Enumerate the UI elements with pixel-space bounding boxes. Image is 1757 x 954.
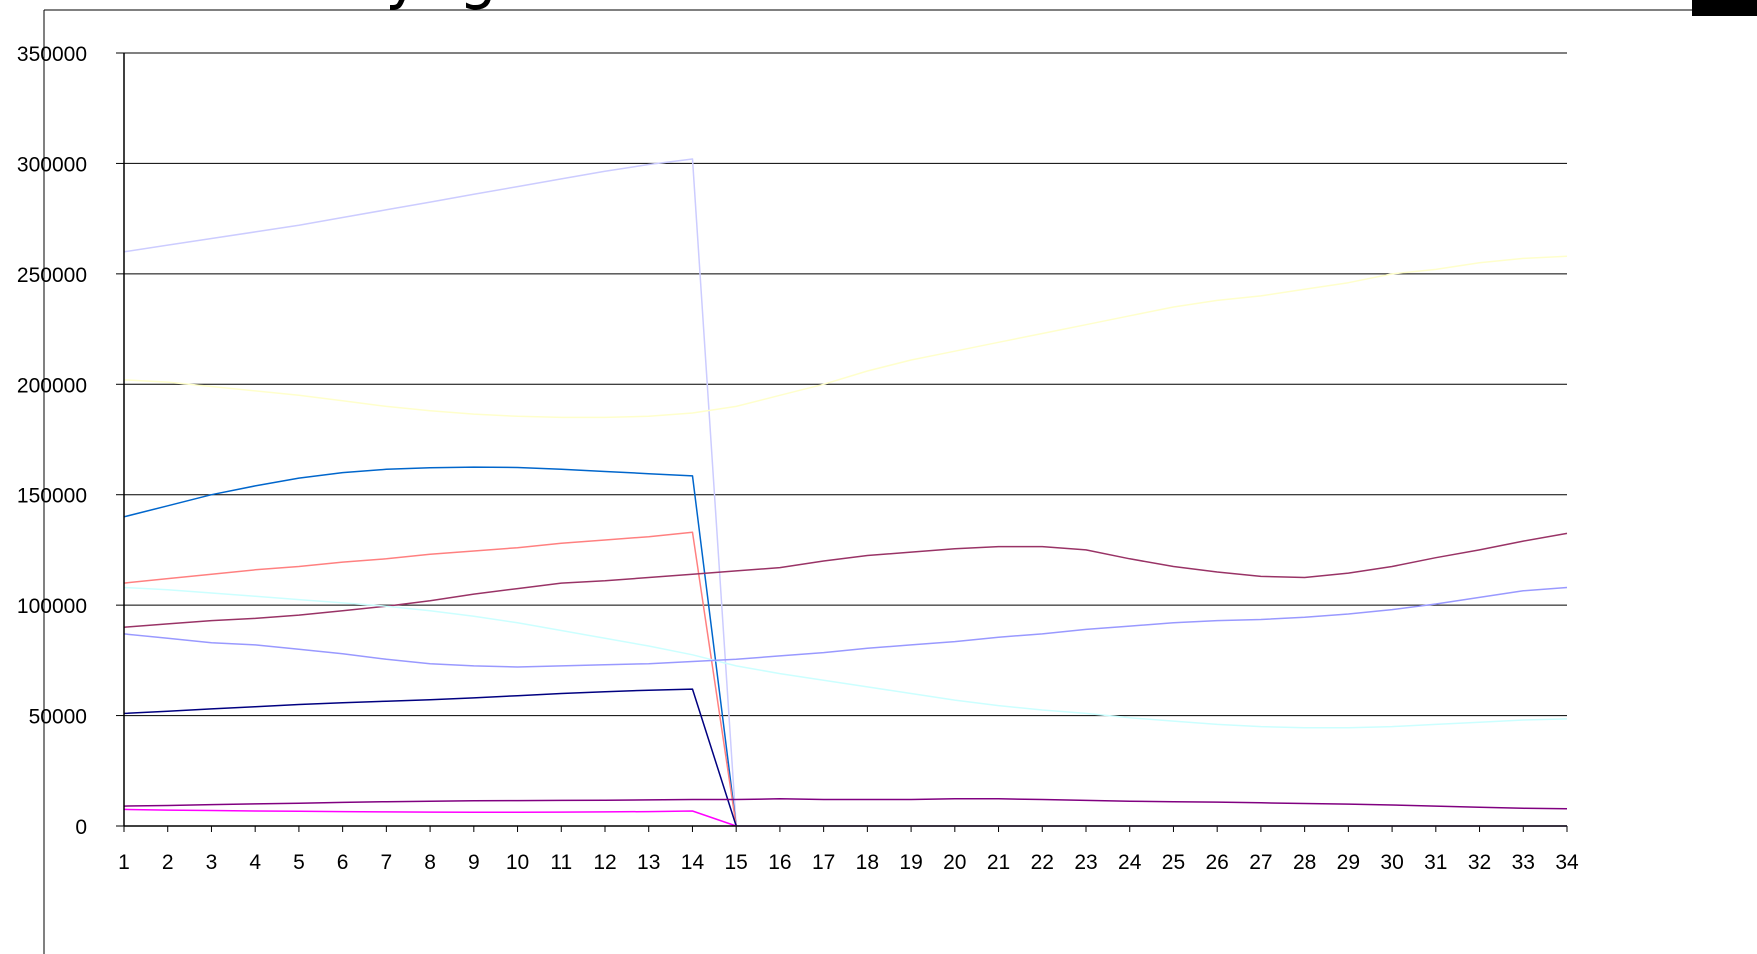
series-line-9 [123,798,1568,810]
x-tick-label: 25 [1162,851,1185,874]
x-tick-label: 21 [987,851,1010,874]
x-tick-label: 9 [468,851,480,874]
x-tick-label: 3 [206,851,218,874]
y-tick-label: 50000 [29,706,87,729]
y-axis-tick-labels: 0 50000 100000 150000 200000 250000 300000 3500… [17,43,87,839]
series-line-8 [123,688,737,827]
series-lines [123,158,1568,827]
x-tick-label: 28 [1293,851,1316,874]
x-tick-label: 12 [593,851,616,874]
x-tick-label: 23 [1074,851,1097,874]
y-tick-label: 150000 [17,485,87,508]
x-tick-label: 22 [1031,851,1054,874]
y-tick-label: 200000 [17,374,87,397]
x-tick-label: 33 [1512,851,1535,874]
x-tick-label: 17 [812,851,835,874]
x-tick-label: 5 [293,851,305,874]
x-tick-label: 14 [681,851,705,874]
x-tick-label: 29 [1337,851,1360,874]
x-tick-label: 24 [1118,851,1142,874]
x-tick-label: 1 [118,851,130,874]
corner-block [1692,0,1757,16]
y-tick-label: 350000 [17,43,87,66]
x-tick-label: 18 [856,851,879,874]
series-line-5 [123,532,1568,628]
x-tick-label: 10 [506,851,529,874]
series-line-7 [123,586,1568,668]
x-tick-label: 19 [899,851,922,874]
y-tick-label: 100000 [17,595,87,618]
x-tick-label: 27 [1249,851,1272,874]
x-tick-label: 32 [1468,851,1491,874]
series-line-10 [123,808,737,827]
x-tick-label: 13 [637,851,660,874]
x-tick-label: 30 [1380,851,1403,874]
series-line-3 [123,466,737,827]
chart-title: Flere yngre – færre ældre [0,0,1200,12]
series-line-2 [123,255,1568,419]
x-tick-label: 4 [249,851,261,874]
x-tick-label: 31 [1424,851,1447,874]
x-axis-tick-labels: 1 2 3 4 5 6 7 8 9 10 11 12 13 14 15 16 17 18 19 20 21 22 23 24 2… [118,826,1579,874]
series-line-6 [123,586,1568,729]
x-tick-label: 8 [424,851,436,874]
series-line-4 [123,531,737,827]
gridlines [116,52,1567,827]
x-tick-label: 6 [337,851,349,874]
x-tick-label: 11 [550,851,572,874]
x-tick-label: 16 [768,851,791,874]
series-line-1 [123,158,737,827]
x-tick-label: 2 [162,851,174,874]
y-tick-label: 300000 [17,153,87,176]
x-tick-label: 7 [381,851,393,874]
y-tick-label: 250000 [17,264,87,287]
x-tick-label: 15 [725,851,748,874]
x-tick-label: 34 [1555,851,1579,874]
x-tick-label: 20 [943,851,966,874]
y-tick-label: 0 [75,816,87,839]
x-tick-label: 26 [1206,851,1229,874]
